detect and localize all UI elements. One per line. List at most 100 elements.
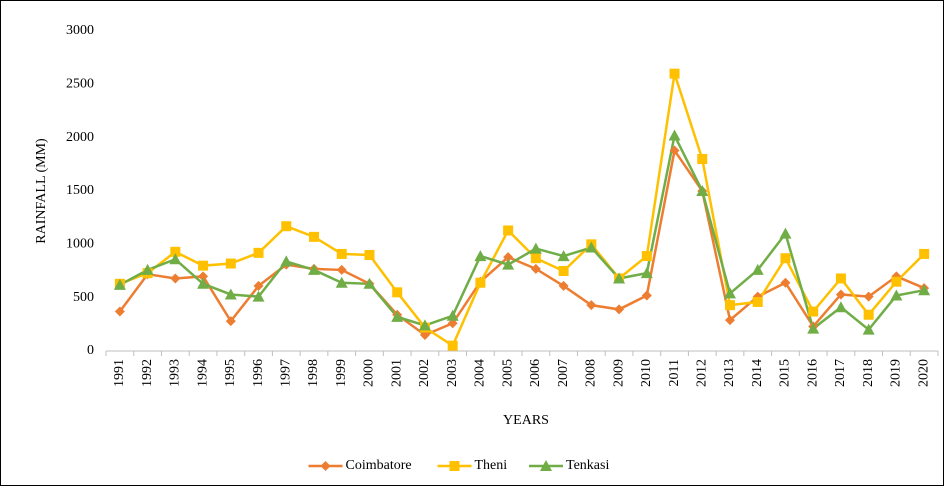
data-point [696,185,709,196]
data-point [198,260,209,271]
data-point [418,319,431,331]
data-point [475,277,486,288]
x-tick-label: 2006 [528,359,543,387]
data-point [280,255,293,267]
x-tick-label: 2018 [861,359,876,387]
x-tick-label: 2013 [722,359,737,387]
data-point [835,273,846,284]
y-tick-label: 3000 [66,23,94,38]
data-point [614,304,625,315]
data-point [197,277,210,289]
data-point [558,266,569,276]
x-tick-label: 1997 [278,359,293,387]
x-tick-label: 2020 [916,359,931,387]
y-tick-label: 1500 [66,183,94,198]
y-axis-title: RAINFALL (MM) [34,138,49,244]
data-point [529,242,542,254]
data-point [335,276,348,288]
x-tick-label: 2007 [556,359,571,387]
data-point [835,289,846,300]
data-point [169,253,182,265]
data-point [808,306,819,317]
data-point [392,287,403,298]
data-point [225,258,236,269]
data-point [558,280,569,291]
data-point [697,154,708,164]
legend-marker [320,461,331,471]
data-point [336,264,347,275]
data-point [503,252,514,263]
x-tick-label: 1998 [306,359,321,387]
data-point [807,322,820,334]
data-point [446,309,459,321]
data-point [447,340,458,351]
data-point [557,250,570,262]
x-tick-label: 2015 [778,359,793,387]
y-tick-label: 1000 [66,237,94,252]
x-tick-label: 2008 [584,359,599,387]
x-tick-label: 1994 [195,359,210,387]
data-point [224,288,237,300]
x-tick-label: 2019 [889,359,904,387]
data-point [890,289,903,301]
data-point [669,68,680,79]
x-tick-label: 2014 [750,359,765,387]
data-point [503,225,514,236]
data-point [862,323,875,335]
data-point [198,271,209,282]
data-point [918,284,931,296]
data-point [834,301,847,313]
legend-label: Coimbatore [346,458,412,473]
data-point [363,277,376,289]
data-point [641,290,652,301]
data-point [863,291,874,302]
x-tick-label: 1996 [251,359,266,387]
data-point [725,315,735,326]
data-point [225,316,236,327]
data-point [780,277,791,288]
legend-marker [540,460,552,471]
data-point [780,253,791,264]
data-point [919,248,930,259]
x-tick-label: 1993 [168,359,183,387]
x-tick-label: 2016 [805,359,820,387]
x-tick-label: 2004 [473,359,488,387]
data-point [530,263,541,274]
data-point [613,272,626,284]
data-point [113,278,126,290]
x-tick-label: 2005 [500,359,515,387]
data-point [751,263,764,275]
data-point [308,263,320,275]
x-tick-label: 2009 [611,359,626,387]
x-tick-label: 2012 [694,359,709,387]
data-point [669,145,680,156]
data-point [863,309,874,320]
y-tick-label: 0 [87,343,94,358]
x-tick-label: 2011 [667,359,682,386]
data-point [391,310,404,322]
x-tick-label: 2017 [833,359,848,387]
x-tick-label: 1995 [223,359,238,387]
data-point [502,258,515,270]
y-tick-label: 2000 [66,130,94,145]
series-line [119,131,925,332]
x-tick-label: 1999 [334,359,349,387]
data-point [253,247,264,258]
legend-marker [449,461,460,471]
series-line [118,147,925,337]
data-point [585,241,598,253]
data-point [309,231,319,242]
data-point [364,250,375,260]
data-point [252,290,265,302]
data-point [170,246,181,257]
data-point [725,300,735,311]
x-tick-label: 2000 [362,359,377,387]
x-axis-title: YEARS [503,413,549,428]
data-point [474,250,487,262]
data-point [779,227,792,239]
data-point [281,221,292,232]
data-point [114,306,125,317]
legend-label: Theni [475,458,508,473]
